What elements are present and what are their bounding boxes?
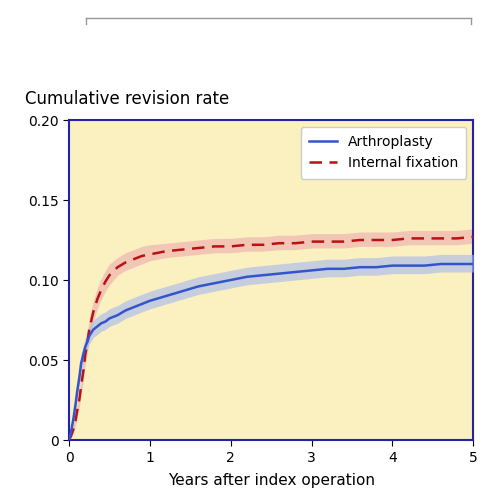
- X-axis label: Years after index operation: Years after index operation: [168, 474, 375, 488]
- Text: Cumulative revision rate: Cumulative revision rate: [25, 90, 229, 108]
- Legend: Arthroplasty, Internal fixation: Arthroplasty, Internal fixation: [301, 127, 466, 178]
